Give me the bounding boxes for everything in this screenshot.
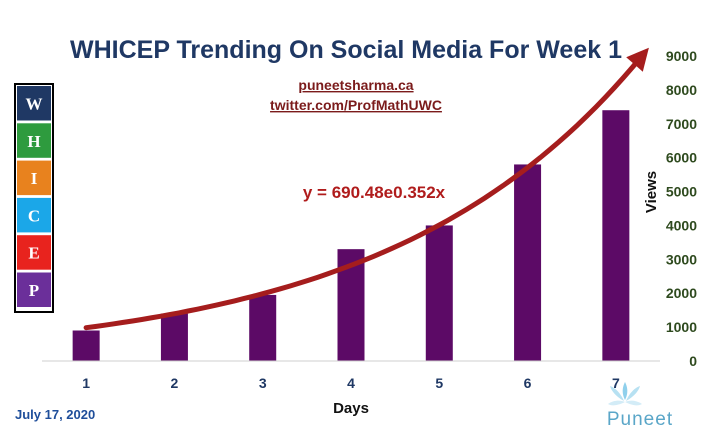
x-tick-label: 7 <box>612 375 620 391</box>
x-tick-labels: 1 2 3 4 5 6 7 <box>82 375 620 391</box>
x-tick-label: 3 <box>259 375 267 391</box>
x-tick-label: 6 <box>524 375 532 391</box>
logo: Puneet <box>607 382 673 430</box>
acronym-letter: W <box>26 95 43 114</box>
website-link[interactable]: puneetsharma.ca <box>298 77 413 93</box>
acronym-tile <box>17 86 51 121</box>
bars-group <box>72 110 630 361</box>
y-tick-label: 0 <box>689 353 697 369</box>
y-axis-label: Views <box>643 171 660 213</box>
trendline-arrowhead <box>626 47 649 72</box>
twitter-link[interactable]: twitter.com/ProfMathUWC <box>270 97 442 113</box>
logo-text: Puneet <box>607 409 673 430</box>
y-tick-label: 1000 <box>666 319 697 335</box>
x-tick-label: 4 <box>347 375 355 391</box>
acronym-letter: E <box>28 244 39 263</box>
bar-day-2 <box>160 313 188 361</box>
y-tick-label: 5000 <box>666 184 697 200</box>
lotus-icon <box>608 382 642 406</box>
bar-day-1 <box>72 330 100 361</box>
acronym-tile <box>17 235 51 270</box>
x-axis-label: Days <box>333 400 369 417</box>
bar-day-7 <box>602 110 630 361</box>
chart-title: WHICEP Trending On Social Media For Week… <box>70 36 622 64</box>
y-tick-label: 8000 <box>666 82 697 98</box>
bar-day-5 <box>425 225 453 361</box>
bar-day-6 <box>514 164 542 361</box>
acronym-tile <box>17 197 51 233</box>
date-label: July 17, 2020 <box>15 407 95 422</box>
acronym-tiles: WHICEP <box>14 83 54 313</box>
y-tick-label: 6000 <box>666 150 697 166</box>
x-tick-label: 1 <box>82 375 90 391</box>
y-tick-label: 3000 <box>666 251 697 267</box>
y-tick-label: 7000 <box>666 116 697 132</box>
acronym-tile <box>17 123 51 158</box>
y-tick-labels: 0 1000 2000 3000 4000 5000 6000 7000 8000 9000 <box>666 48 697 369</box>
y-tick-label: 2000 <box>666 285 697 301</box>
acronym-letter: I <box>31 169 38 188</box>
acronym-tile <box>17 160 51 196</box>
trendline <box>83 52 645 331</box>
x-tick-label: 5 <box>435 375 443 391</box>
x-tick-label: 2 <box>171 375 179 391</box>
bar-day-3 <box>249 294 277 361</box>
trendline-equation: y = 690.48e0.352x <box>303 183 446 202</box>
acronym-letter: H <box>27 132 40 151</box>
y-tick-label: 4000 <box>666 217 697 233</box>
acronym-tile <box>17 272 51 307</box>
acronym-letter: C <box>28 206 40 225</box>
y-tick-label: 9000 <box>666 48 697 64</box>
acronym-letter: P <box>29 281 39 300</box>
